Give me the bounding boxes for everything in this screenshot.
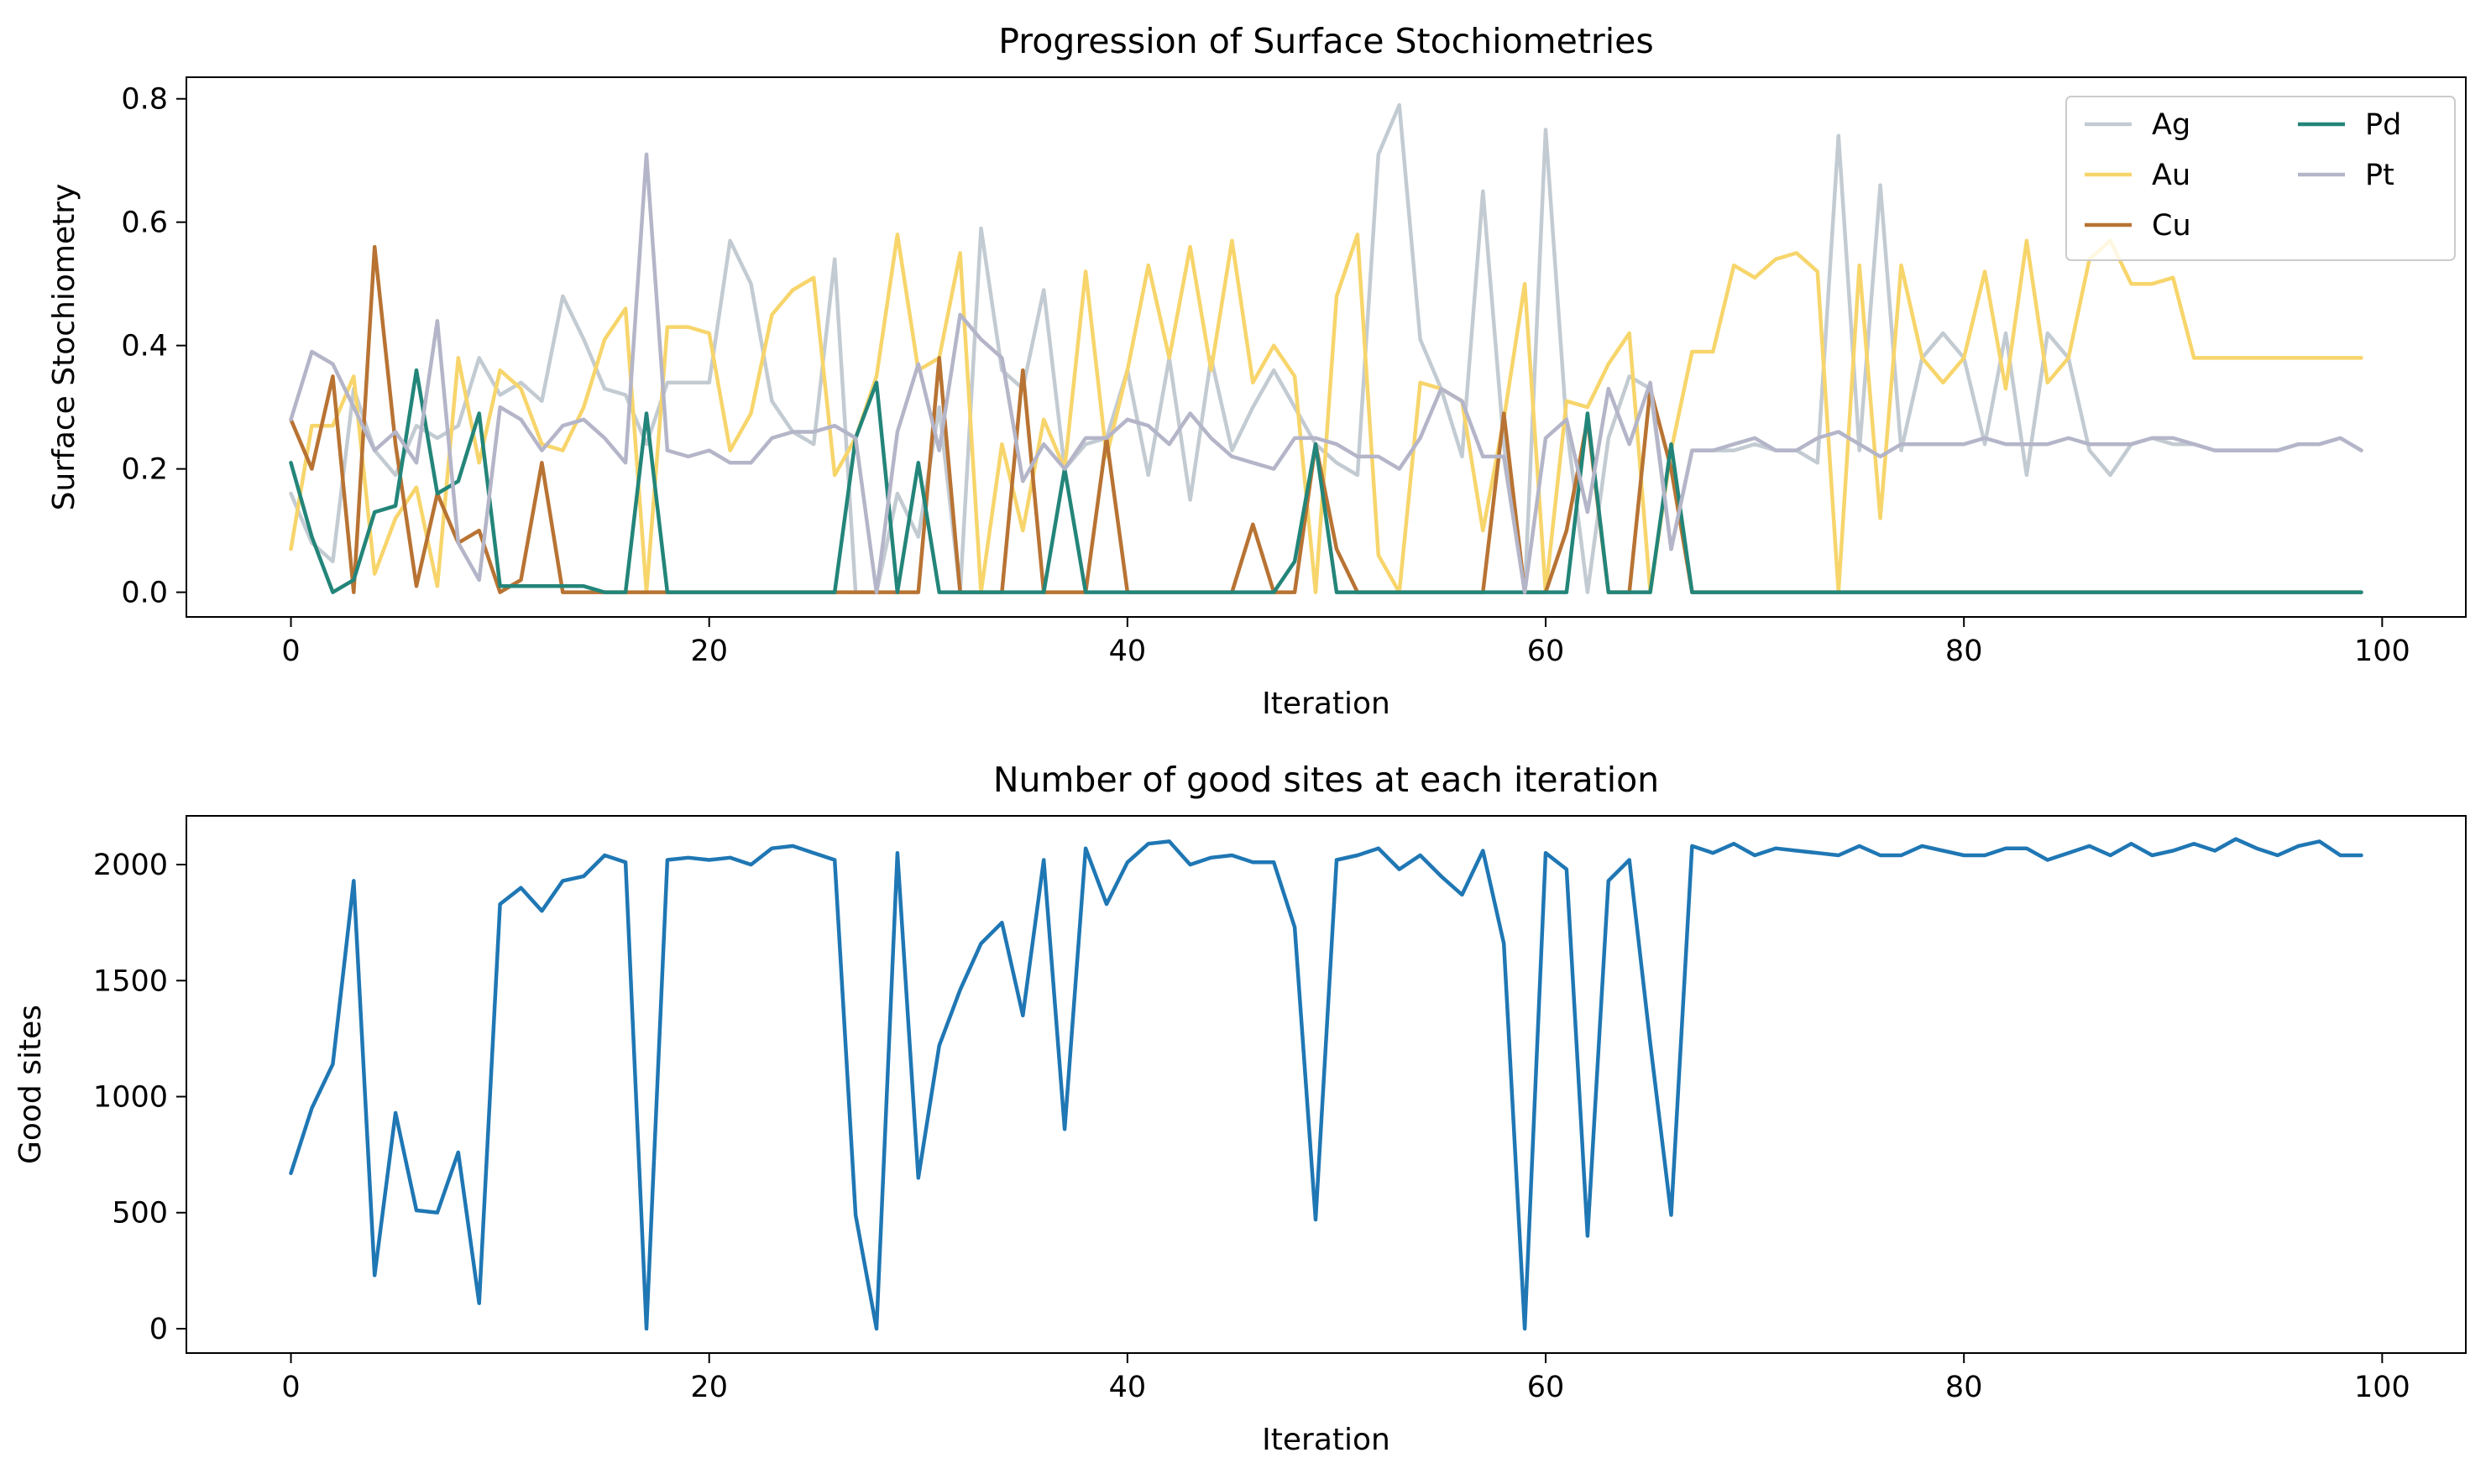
axis-ticks: 0 20 40 60 80 100 0.0 0.2 0.4 0.6 0.8: [121, 83, 2410, 668]
y-tick-label: 1500: [93, 964, 168, 998]
legend-box: [2065, 96, 2456, 261]
legend-label-ag: Ag: [2152, 108, 2190, 142]
series-line-pt: [289, 152, 2363, 594]
plot-lines: [289, 102, 2363, 594]
legend-label-pd: Pd: [2365, 108, 2401, 142]
legend: Ag Au Cu Pd Pt: [2065, 96, 2456, 261]
y-tick-label: 0.0: [121, 577, 168, 610]
y-tick-label: 1000: [93, 1081, 168, 1115]
x-tick-label: 40: [1109, 1371, 1147, 1404]
x-tick-label: 100: [2354, 635, 2410, 668]
y-tick-label: 2000: [93, 849, 168, 882]
x-tick-label: 40: [1109, 635, 1147, 668]
y-tick-label: 0.8: [121, 83, 168, 117]
y-tick-label: 0: [149, 1313, 168, 1346]
x-tick-label: 100: [2354, 1371, 2410, 1404]
x-tick-label: 20: [690, 1371, 728, 1404]
y-tick-label: 0.4: [121, 330, 168, 363]
y-axis-label: Surface Stochiometry: [47, 184, 81, 511]
x-tick-label: 0: [281, 1371, 300, 1404]
x-tick-label: 0: [281, 635, 300, 668]
legend-label-pt: Pt: [2365, 159, 2394, 192]
legend-label-cu: Cu: [2152, 209, 2191, 243]
plot-frame: [186, 815, 2467, 1354]
x-axis-label: Iteration: [1262, 1423, 1390, 1457]
plot-lines: [289, 837, 2363, 1331]
series-line-good-sites: [289, 837, 2363, 1331]
x-axis-label: Iteration: [1262, 687, 1390, 721]
chart-title: Number of good sites at each iteration: [993, 760, 1659, 800]
good-sites-chart: Number of good sites at each iteration I…: [13, 760, 2467, 1457]
plot-frame: [186, 76, 2467, 618]
x-tick-label: 60: [1527, 635, 1565, 668]
y-tick-label: 0.6: [121, 206, 168, 240]
legend-label-au: Au: [2152, 159, 2190, 192]
series-line-au: [289, 233, 2363, 594]
x-tick-label: 80: [1945, 635, 1983, 668]
y-axis-label: Good sites: [13, 1005, 48, 1164]
x-tick-label: 80: [1945, 1371, 1983, 1404]
x-tick-label: 60: [1527, 1371, 1565, 1404]
y-tick-label: 500: [112, 1197, 168, 1231]
stoichiometry-chart: Progression of Surface Stochiometries It…: [47, 21, 2467, 721]
x-tick-label: 20: [690, 635, 728, 668]
y-tick-label: 0.2: [121, 453, 168, 487]
chart-title: Progression of Surface Stochiometries: [998, 21, 1654, 61]
series-line-pd: [289, 368, 2363, 594]
